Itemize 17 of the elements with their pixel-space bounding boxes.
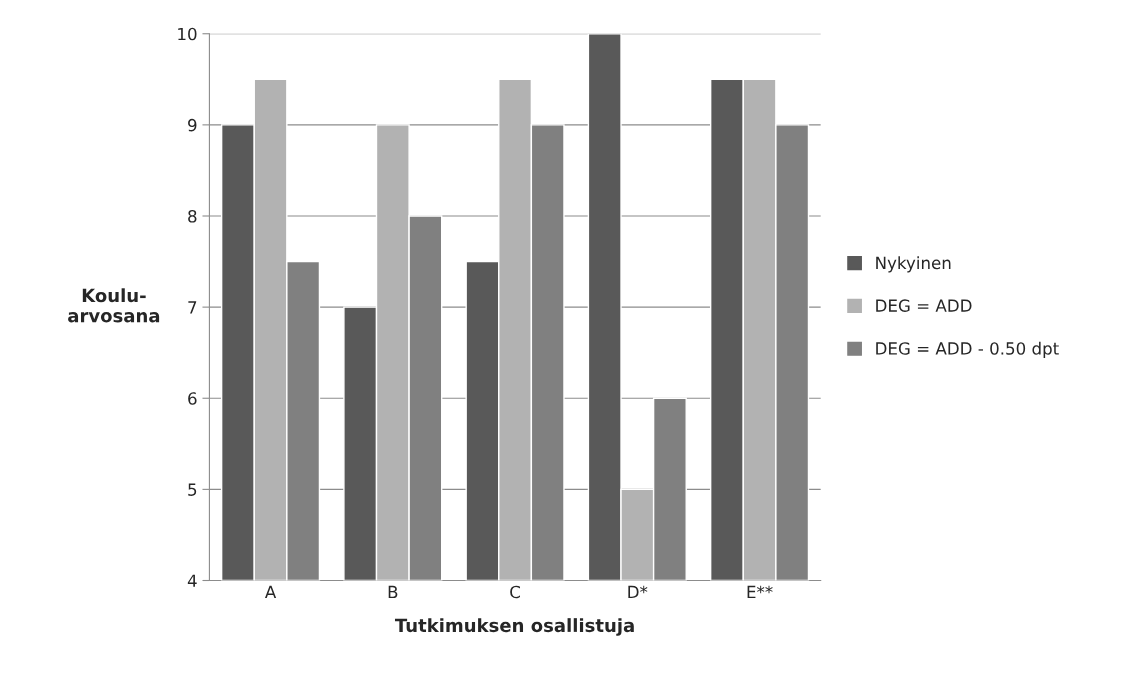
y-tick-label: 10 xyxy=(178,27,197,41)
y-axis-title: Koulu- arvosana xyxy=(68,288,160,323)
y-tick-label: 9 xyxy=(188,118,197,132)
y-tick-label: 5 xyxy=(188,483,197,496)
legend-label: DEG = ADD - 0.50 dpt xyxy=(876,341,1059,358)
x-tick-label: C xyxy=(510,585,520,599)
legend-label: DEG = ADD xyxy=(876,299,972,312)
x-axis-title: Tutkimuksen osallistuja xyxy=(394,618,634,636)
y-tick-label: 7 xyxy=(188,301,197,314)
y-tick-label: 8 xyxy=(188,209,197,223)
x-tick-label: A xyxy=(264,585,277,599)
x-tick-label: E** xyxy=(747,585,773,599)
y-tick-label: 4 xyxy=(187,574,197,587)
legend-label: Nykyinen xyxy=(876,256,951,273)
y-tick-label: 6 xyxy=(188,392,197,405)
x-tick-label: D* xyxy=(628,585,648,599)
x-tick-label: B xyxy=(388,585,398,599)
